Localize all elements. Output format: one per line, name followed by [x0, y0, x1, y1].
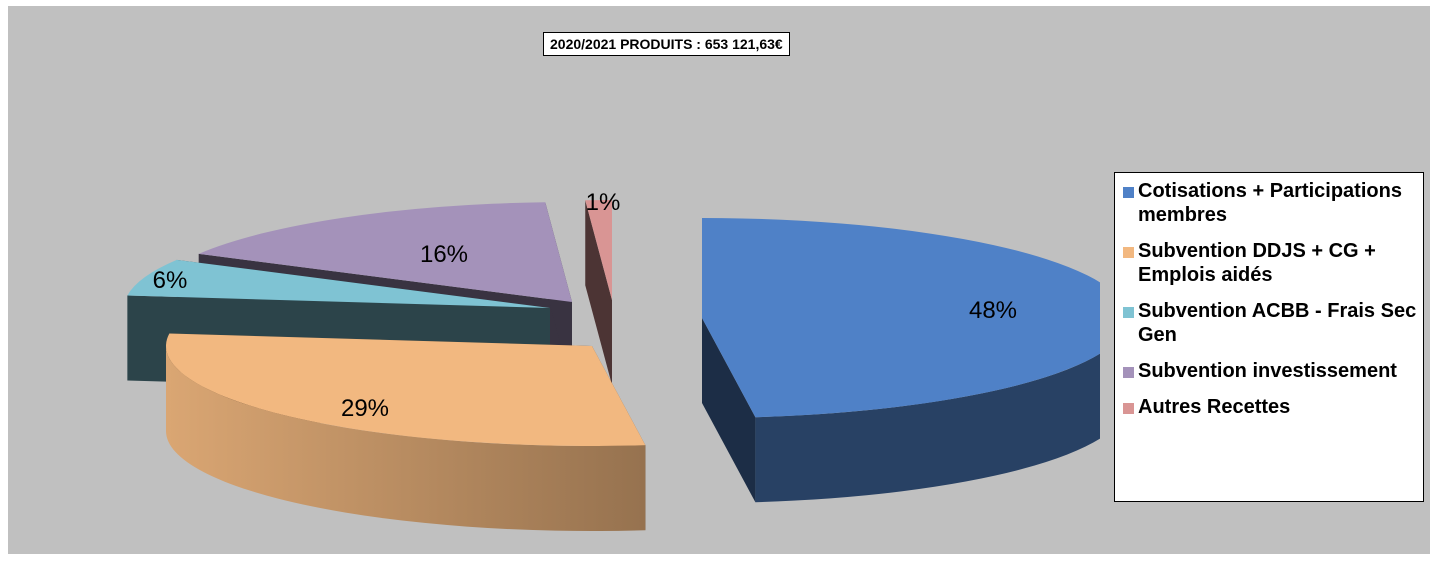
- data-label-subvention-ddjs: 29%: [341, 395, 389, 422]
- pie-slice-subvention-ddjs-wall: [166, 346, 646, 531]
- pie-slice-cotisations: [702, 218, 1100, 418]
- legend-swatch-cotisations: [1123, 187, 1134, 198]
- legend: Cotisations + Participations membres Subv…: [1114, 172, 1424, 502]
- pie-slice-subvention-investissement: [198, 202, 572, 302]
- data-label-autres-recettes: 1%: [586, 189, 621, 216]
- pie-slice-subvention-ddjs: [166, 333, 646, 446]
- legend-item-subvention-acbb: Subvention ACBB - Frais Sec Gen: [1123, 299, 1417, 347]
- pie-slice-autres-recettes: [585, 200, 612, 300]
- data-label-subvention-acbb: 6%: [153, 267, 188, 294]
- legend-item-cotisations: Cotisations + Participations membres: [1123, 179, 1417, 227]
- legend-item-subvention-investissement: Subvention investissement: [1123, 359, 1417, 383]
- legend-label-autres-recettes: Autres Recettes: [1138, 396, 1291, 418]
- data-label-subvention-investissement: 16%: [420, 241, 468, 268]
- legend-swatch-autres-recettes: [1123, 403, 1134, 414]
- data-label-cotisations: 48%: [969, 297, 1017, 324]
- legend-swatch-subvention-acbb: [1123, 307, 1134, 318]
- legend-swatch-subvention-investissement: [1123, 367, 1134, 378]
- pie-slice-cotisations-side-end: [702, 318, 756, 503]
- pie-chart: 48% 29% 6% 16% 1%: [127, 189, 1100, 531]
- legend-item-subvention-ddjs: Subvention DDJS + CG + Emplois aidés: [1123, 239, 1417, 287]
- pie-slice-subvention-acbb: [127, 259, 551, 308]
- pie-slice-autres-recettes-side-start: [585, 200, 612, 385]
- legend-item-autres-recettes: Autres Recettes: [1123, 395, 1417, 419]
- chart-title: 2020/2021 PRODUITS : 653 121,63€: [543, 32, 790, 56]
- pie-slice-cotisations-wall: [755, 353, 1100, 503]
- legend-label-subvention-investissement: Subvention investissement: [1138, 360, 1397, 382]
- legend-swatch-subvention-ddjs: [1123, 247, 1134, 258]
- legend-label-subvention-acbb: Subvention ACBB - Frais Sec Gen: [1138, 300, 1417, 346]
- legend-label-cotisations: Cotisations + Participations membres: [1138, 180, 1402, 226]
- legend-label-subvention-ddjs: Subvention DDJS + CG + Emplois aidés: [1138, 240, 1376, 286]
